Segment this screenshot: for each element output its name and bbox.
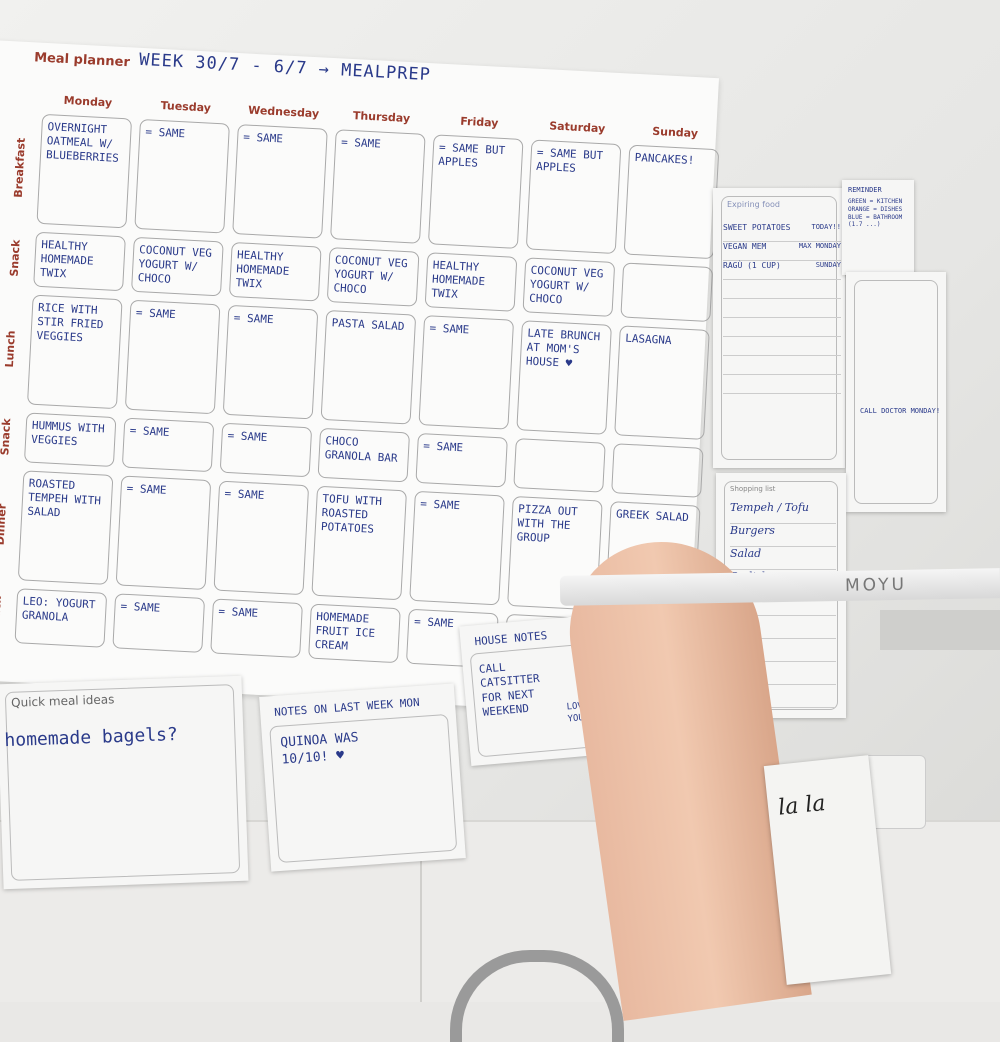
meal-cell[interactable]: Tofu with roasted potatoes: [311, 485, 407, 601]
blank-line: [723, 299, 841, 318]
meal-cell[interactable]: Hummus with veggies: [23, 412, 117, 468]
house-notes-text: CALL CATSITTER FOR NEXT WEEKEND: [478, 660, 541, 719]
meal-cell[interactable]: = same but apples: [427, 134, 524, 249]
blank-line: [723, 375, 841, 394]
meal-cell[interactable]: = same: [330, 129, 426, 244]
blank-line: [723, 356, 841, 375]
notes-last-week-card: NOTES ON LAST WEEK MON QUINOA WAS 10/10!…: [259, 683, 466, 872]
day-header-saturday: Saturday: [548, 119, 606, 136]
shopping-list-label: Shopping list: [730, 485, 776, 493]
meal-cell[interactable]: = same: [115, 475, 212, 591]
blank-line: [723, 318, 841, 337]
mug-text: la la: [776, 790, 827, 821]
expiring-food-label: Expiring food: [727, 200, 780, 209]
meal-cell[interactable]: = same: [222, 304, 319, 420]
expiring-item: VEGAN MEM MAX MONDAY: [723, 242, 841, 261]
meal-cell[interactable]: [611, 443, 704, 498]
corner: [17, 87, 36, 106]
blank-line: [730, 616, 836, 639]
row-label-snack: Snack: [7, 239, 23, 277]
expiring-item-when: TODAY!!: [811, 223, 841, 231]
row-label-snack: Snack: [0, 595, 4, 634]
meal-cell[interactable]: = same: [213, 480, 310, 596]
meal-cell[interactable]: Roasted tempeh with salad: [17, 470, 114, 585]
blank-line: [730, 662, 836, 685]
blank-line: [723, 280, 841, 299]
meal-cell[interactable]: = same: [232, 124, 328, 239]
blank-line: [730, 593, 836, 616]
blank-line: [730, 639, 836, 662]
shelf: [880, 610, 1000, 650]
pen-brand: MOYU: [844, 574, 908, 596]
meal-cell[interactable]: Healthy homemade twix: [424, 252, 518, 312]
meal-cell[interactable]: Coconut veg yogurt w/ choco: [131, 236, 224, 297]
meal-cell[interactable]: = same: [134, 118, 230, 234]
meal-cell[interactable]: Rice with stir fried veggies: [26, 294, 123, 410]
expiring-item-name: RAGÙ (1 CUP): [723, 261, 781, 270]
meal-cell[interactable]: Coconut veg yogurt w/ choco: [326, 247, 420, 307]
meal-cell[interactable]: = same: [124, 299, 221, 415]
expiring-item-when: MAX MONDAY: [798, 242, 841, 250]
row-label-snack: Snack: [0, 417, 14, 456]
meal-cell[interactable]: Late brunch at mom's house ♥: [516, 320, 612, 435]
quick-meal-ideas-card: Quick meal ideas homemade bagels?: [0, 675, 249, 890]
meal-cell[interactable]: = same: [415, 432, 508, 488]
meal-cell[interactable]: Lasagna: [614, 325, 710, 440]
side-note-text: CALL DOCTOR MONDAY!: [860, 407, 941, 415]
meal-cell[interactable]: [513, 438, 606, 493]
reminder-line: GREEN = KITCHEN: [848, 198, 903, 205]
meal-cell[interactable]: [620, 262, 714, 323]
shopping-item: Tempeh / Tofu: [730, 501, 836, 524]
row-label-lunch: Lunch: [2, 329, 18, 368]
day-header-tuesday: Tuesday: [160, 99, 212, 115]
meal-cell[interactable]: Pasta salad: [320, 309, 417, 425]
meal-cell[interactable]: = same: [418, 315, 515, 430]
blank-line: [723, 337, 841, 356]
expiring-item-name: SWEET POTATOES: [723, 223, 791, 232]
blank-line: [730, 685, 836, 708]
reminder-line: BLUE = BATHROOM (1.7 ...): [848, 213, 903, 229]
meal-cell[interactable]: Healthy homemade twix: [33, 231, 126, 292]
meal-cell[interactable]: Pancakes!: [623, 144, 720, 260]
expiring-item-when: SUNDAY: [815, 261, 841, 269]
meal-cell[interactable]: = same: [112, 593, 206, 653]
row-label-breakfast: Breakfast: [11, 137, 28, 199]
expiring-item-name: VEGAN MEM: [723, 242, 767, 251]
meal-cell[interactable]: = same: [219, 422, 313, 478]
reminder-label: REMINDER: [848, 186, 882, 194]
meal-cell[interactable]: Healthy homemade twix: [228, 241, 322, 302]
shopping-item: Burgers: [730, 524, 836, 547]
reminder-line: ORANGE = DISHES: [848, 205, 903, 213]
expiring-item: SWEET POTATOES TODAY!!: [723, 223, 841, 242]
meal-cell[interactable]: Homemade fruit ice cream: [308, 603, 401, 664]
meal-cell[interactable]: = same: [210, 598, 303, 659]
shopping-item: Salad: [730, 547, 836, 570]
meal-cell[interactable]: Choco granola bar: [317, 427, 411, 483]
reminder-card: REMINDER GREEN = KITCHEN ORANGE = DISHES B…: [842, 180, 914, 275]
day-header-monday: Monday: [63, 93, 113, 110]
meal-cell[interactable]: = same: [121, 417, 215, 473]
meal-cell[interactable]: = same but apples: [525, 139, 622, 255]
row-label-dinner: Dinner: [0, 503, 9, 546]
day-header-wednesday: Wednesday: [247, 103, 320, 121]
expiring-item: RAGÙ (1 CUP) SUNDAY: [723, 261, 841, 280]
expiring-food-card: Expiring food SWEET POTATOES TODAY!! VEGAN…: [713, 188, 845, 468]
meal-cell[interactable]: Leo: yogurt granola: [14, 588, 108, 648]
power-socket: [862, 755, 926, 829]
day-header-friday: Friday: [459, 114, 499, 130]
house-notes-label: HOUSE NOTES: [473, 628, 548, 649]
planner-title: Meal planner: [33, 50, 131, 71]
day-header-thursday: Thursday: [352, 109, 411, 126]
meal-cell[interactable]: = same: [409, 490, 505, 606]
day-header-sunday: Sunday: [651, 124, 699, 141]
side-note-card: CALL DOCTOR MONDAY!: [846, 272, 946, 512]
meal-cell[interactable]: Coconut veg yogurt w/ choco: [522, 257, 616, 317]
meal-cell[interactable]: Overnight oatmeal w/ blueberries: [36, 113, 133, 229]
